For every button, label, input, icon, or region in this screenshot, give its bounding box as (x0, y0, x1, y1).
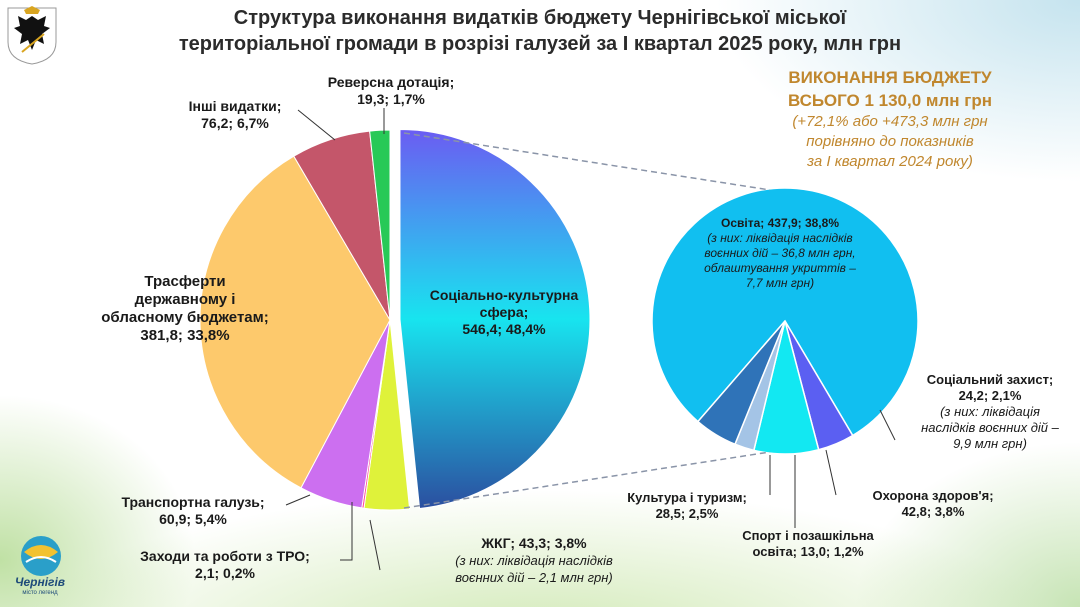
label-reverse-subsidy: Реверсна дотація; 19,3; 1,7% (327, 74, 455, 107)
leader-healthcare (825, 449, 837, 496)
leader-transport (285, 494, 311, 506)
coat-of-arms-icon (7, 6, 57, 65)
label-healthcare: Охорона здоров'я; 42,8; 3,8% (872, 488, 994, 519)
leader-housing (369, 519, 381, 571)
chart-title-line-2: територіальної громади в розрізі галузей… (178, 33, 902, 55)
label-education: Освіта; 437,9; 38,8% (з них: ліквідація … (704, 216, 856, 290)
leader-social-protection (879, 409, 896, 441)
city-logo-icon (21, 536, 61, 576)
leader-other-expenses (297, 109, 336, 141)
slice-трасферти-державному-і-обласному-бюджетам (199, 155, 391, 489)
slice-культура-і-туризм (696, 320, 786, 446)
label-sport: Спорт і позашкільна освіта; 13,0; 1,2% (742, 528, 874, 559)
total-line-4: порівняно до показників (806, 133, 974, 150)
label-housing-utilities: ЖКГ; 43,3; 3,8% (з них: ліквідація наслі… (455, 535, 613, 585)
chart-title-line-1: Структура виконання видатків бюджету Чер… (233, 7, 847, 29)
slice-освіта (651, 187, 919, 437)
leader-tro (340, 502, 353, 561)
total-line-1: ВИКОНАННЯ БЮДЖЕТУ (788, 68, 992, 87)
budget-total-box: ВИКОНАННЯ БЮДЖЕТУ ВСЬОГО 1 130,0 млн грн… (760, 66, 1020, 172)
total-line-3: (+72,1% або +473,3 млн грн (792, 113, 988, 130)
city-logo-name: Чернігів (14, 575, 66, 589)
label-tro: Заходи та роботи з ТРО; 2,1; 0,2% (140, 548, 310, 581)
chart-title: Структура виконання видатків бюджету Чер… (150, 5, 930, 57)
label-social-protection: Соціальний захист; 24,2; 2,1% (з них: лі… (921, 372, 1059, 451)
label-social-cultural: Соціально-культурна сфера; 546,4; 48,4% (429, 287, 579, 337)
total-line-2: ВСЬОГО 1 130,0 млн грн (787, 91, 993, 110)
connector-line-bottom (403, 451, 771, 509)
slice-реверсна-дотація (369, 129, 391, 321)
label-transfers: Трасферти державному і обласному бюджета… (101, 273, 269, 344)
connector-line-top (403, 132, 771, 191)
label-culture: Культура і туризм; 28,5; 2,5% (627, 490, 747, 521)
city-logo-tagline: місто легенд (22, 590, 58, 596)
label-other-expenses: Інші видатки; 76,2; 6,7% (188, 98, 282, 131)
total-line-5: за І квартал 2024 року) (807, 153, 973, 170)
slice-соціально-культурна-сфера (399, 128, 591, 510)
label-transport: Транспортна галузь; 60,9; 5,4% (121, 494, 265, 527)
